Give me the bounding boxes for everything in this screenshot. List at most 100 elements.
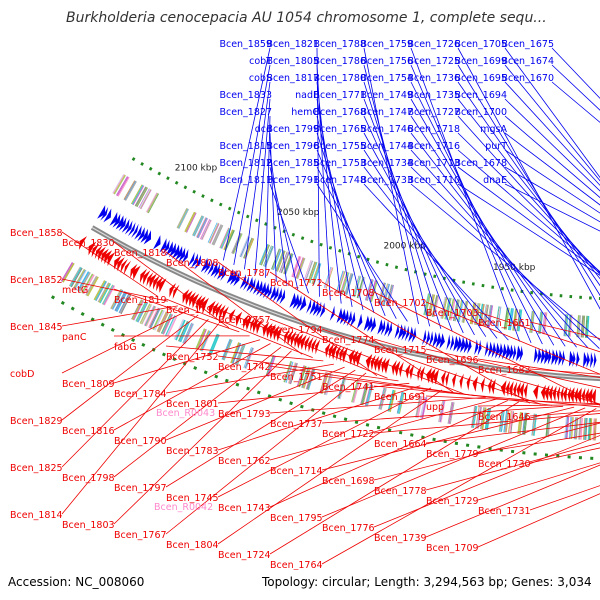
reverse-gene-label: Bcen_1739 (374, 533, 427, 544)
scale-tick (310, 239, 314, 244)
forward-label-connector (504, 132, 600, 206)
category-bar (212, 224, 224, 246)
forward-gene-label: Bcen_1780 (313, 73, 366, 84)
category-bar (303, 260, 312, 282)
category-bar (94, 280, 106, 301)
category-bar (308, 261, 317, 284)
category-bar (501, 410, 505, 433)
category-bar (140, 303, 152, 325)
reverse-gene-label: Bcen_1825 (10, 463, 63, 474)
category-bar (244, 347, 253, 369)
reverse-gene-mark (215, 303, 223, 319)
forward-gene-mark (140, 228, 148, 243)
reverse-gene-label: panC (62, 332, 87, 343)
forward-label-connector (504, 183, 600, 232)
category-bar (240, 236, 250, 258)
reverse-gene-mark (355, 351, 362, 367)
forward-label-connector (363, 64, 431, 327)
forward-gene-mark (162, 239, 170, 255)
reverse-gene-label: Bcen_1797 (114, 483, 167, 494)
category-bar (285, 253, 294, 275)
category-bar (70, 267, 83, 288)
category-bar (209, 334, 220, 356)
reverse-gene-mark (574, 387, 579, 404)
reverse-gene-mark (158, 278, 167, 293)
forward-gene-mark (143, 230, 151, 245)
category-bar (272, 248, 281, 270)
category-bar (512, 308, 516, 331)
scale-tick (140, 162, 144, 166)
reverse-gene-mark (169, 283, 177, 298)
forward-gene-label: Bcen_1695 (454, 73, 507, 84)
scale-tick (394, 265, 399, 269)
forward-gene-mark (296, 295, 302, 311)
category-bar (275, 250, 284, 271)
category-bar (574, 417, 577, 440)
position-label: 2050 kbp (277, 208, 320, 218)
forward-gene-mark (380, 319, 386, 336)
category-bar (196, 328, 206, 350)
category-bar (113, 174, 126, 195)
forward-gene-mark (175, 246, 183, 261)
reverse-gene-label: Bcen_1731 (478, 506, 531, 517)
reverse-label-connector (61, 231, 159, 297)
forward-label-connector (410, 132, 577, 348)
reverse-label-connector (373, 435, 600, 528)
category-bar (146, 306, 157, 327)
category-bar (583, 417, 586, 440)
scale-tick (235, 382, 240, 387)
forward-gene-mark (191, 253, 198, 268)
category-bar (111, 289, 123, 310)
scale-tick (236, 210, 241, 215)
forward-gene-label: Bcen_1713 (407, 158, 460, 169)
category-bar (424, 293, 431, 316)
reverse-gene-mark (229, 308, 236, 324)
reverse-gene-mark (509, 381, 514, 397)
category-bar (353, 275, 360, 297)
reverse-gene-mark (383, 358, 390, 374)
scale-tick (410, 433, 414, 437)
category-bar (220, 228, 230, 249)
scale-tick (120, 333, 125, 338)
forward-gene-label: Bcen_1786 (313, 56, 366, 67)
forward-gene-mark (276, 288, 282, 303)
category-bar (486, 408, 492, 431)
reverse-label-connector (113, 241, 230, 329)
category-bar (429, 294, 436, 317)
category-bar (140, 303, 151, 324)
category-bar (197, 217, 208, 239)
reverse-gene-mark (101, 248, 109, 263)
reverse-gene-mark (556, 386, 561, 402)
category-bar (86, 276, 98, 296)
category-bar (179, 321, 189, 342)
category-bar (425, 293, 431, 316)
category-bar (523, 412, 527, 435)
category-bar (564, 314, 567, 337)
reverse-gene-mark (505, 380, 510, 397)
category-bar (116, 291, 128, 313)
forward-gene-mark (394, 323, 400, 339)
category-bar (73, 269, 86, 289)
category-bar (575, 417, 578, 440)
category-bar (290, 363, 298, 385)
forward-gene-mark (159, 238, 167, 253)
reverse-gene-mark (516, 382, 521, 398)
reverse-label-connector (217, 389, 443, 545)
scale-tick (201, 194, 205, 198)
scale-tick (80, 311, 85, 317)
category-bar (153, 310, 165, 331)
forward-gene-mark (269, 285, 276, 301)
category-bar (524, 412, 528, 435)
category-bar (239, 236, 249, 257)
category-bar (517, 412, 521, 435)
forward-gene-mark (384, 320, 390, 337)
forward-gene-label: Bcen_1768 (313, 107, 366, 118)
map-title: Burkholderia cenocepacia AU 1054 chromos… (66, 10, 547, 26)
reverse-gene-label: Bcen_1708 (322, 288, 375, 299)
reverse-gene-mark (584, 388, 589, 404)
category-bar (202, 219, 212, 241)
reverse-label-connector (217, 385, 421, 451)
reverse-label-connector (373, 291, 600, 406)
forward-gene-label: Bcen_1791 (266, 175, 319, 186)
category-bar (180, 321, 190, 343)
